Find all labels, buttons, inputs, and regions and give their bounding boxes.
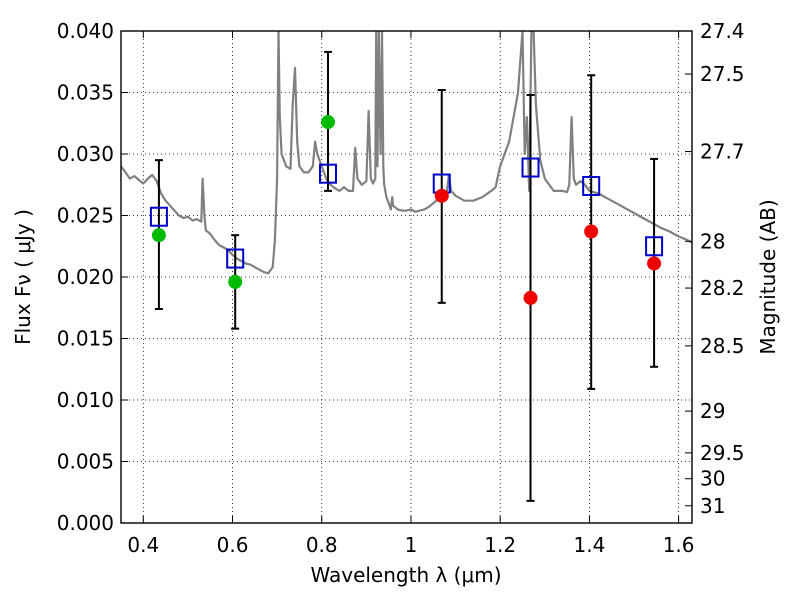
spectrum-layer: [121, 31, 692, 275]
y2-tick-label: 28: [700, 229, 725, 253]
y-tick-label: 0.010: [57, 388, 114, 412]
observed-flux-point: [523, 290, 538, 305]
x-tick-label: 1.4: [573, 533, 605, 557]
x-tick-label: 1.2: [484, 533, 516, 557]
marker-layer: [149, 115, 664, 305]
y-tick-label: 0.040: [57, 19, 114, 43]
x-tick-label: 1.6: [663, 533, 695, 557]
y-tick-label: 0.005: [57, 450, 114, 474]
y-tick-label: 0.020: [57, 265, 114, 289]
x-tick-label: 1: [405, 533, 418, 557]
observed-flux-point: [647, 256, 662, 271]
y2-tick-label: 28.5: [700, 334, 745, 358]
model-flux-square: [582, 175, 601, 196]
observed-flux-point: [320, 115, 335, 130]
y-tick-label: 0.015: [57, 327, 114, 351]
model-flux-square: [318, 163, 337, 184]
y-tick-label: 0.035: [57, 81, 114, 105]
y2-tick-label: 27.5: [700, 62, 745, 86]
y-tick-label: 0.030: [57, 142, 114, 166]
spectrum-line: [121, 31, 692, 275]
observed-flux-point: [584, 224, 599, 239]
model-flux-square: [645, 236, 664, 257]
y-tick-label: 0.025: [57, 204, 114, 228]
ticks: [121, 30, 692, 524]
model-flux-square: [149, 206, 168, 227]
y2-tick-label: 29.5: [700, 441, 745, 465]
x-tick-label: 0.4: [127, 533, 159, 557]
y2-tick-label: 27.4: [700, 19, 745, 43]
model-flux-square: [226, 248, 245, 269]
y2-tick-label: 29: [700, 399, 725, 423]
y2-axis-label: Magnitude (AB): [756, 199, 780, 354]
y2-tick-label: 31: [700, 494, 725, 518]
model-flux-square: [521, 157, 540, 178]
y2-tick-label: 28.2: [700, 276, 745, 300]
observed-flux-point: [434, 188, 449, 203]
x-tick-label: 0.6: [217, 533, 249, 557]
y2-tick-label: 27.7: [700, 140, 745, 164]
y2-tick-label: 30: [700, 467, 725, 491]
y-tick-labels: 0.000 0.005 0.010 0.015 0.020 0.025 0.030 0.035…: [57, 19, 114, 535]
observed-flux-point: [228, 274, 243, 289]
y-tick-label: 0.000: [57, 511, 114, 535]
y2-tick-labels: 27.4 27.5 27.7 28 28.2 28.5 29 29.530 31: [700, 19, 745, 518]
x-tick-labels: 0.4 0.6 0.8 1 1.2 1.4 1.6: [127, 533, 694, 557]
x-axis-label: Wavelength λ (μm): [310, 563, 501, 587]
x-tick-label: 0.8: [306, 533, 338, 557]
observed-flux-point: [151, 228, 166, 243]
y-axis-label: Flux Fν ( μJy ): [11, 209, 35, 345]
